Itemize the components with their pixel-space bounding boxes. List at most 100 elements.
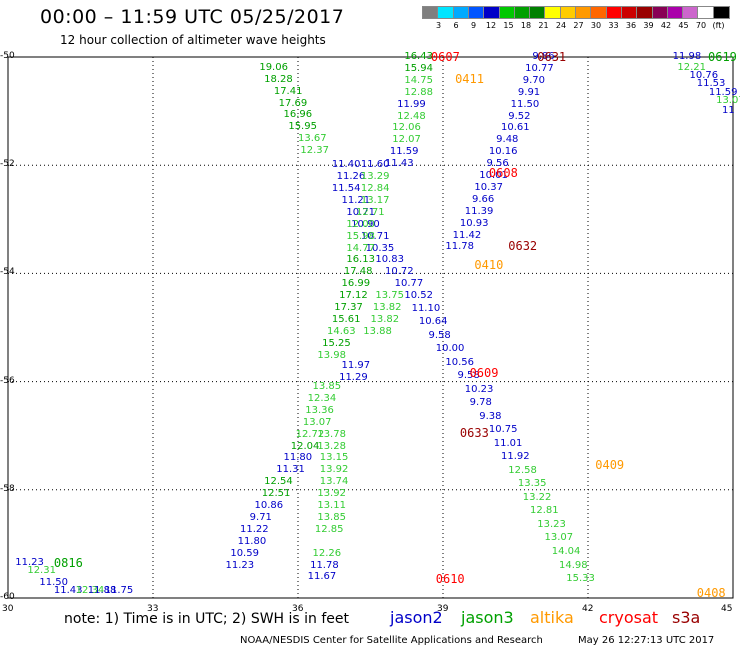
swh-value-label: 11.75 bbox=[104, 585, 134, 596]
swh-value-label: 11.99 bbox=[397, 98, 426, 110]
swh-value-label: 9.58 bbox=[457, 370, 480, 382]
swh-value-label: 12.34 bbox=[75, 585, 105, 596]
swh-value-label: 17.37 bbox=[334, 302, 363, 314]
swh-value-label: 13.07 bbox=[302, 416, 332, 428]
color-swatch bbox=[712, 6, 730, 19]
swh-value-label: 17.69 bbox=[278, 97, 308, 109]
swh-value-label: 11.50 bbox=[510, 98, 540, 110]
swh-value-label: 15.61 bbox=[331, 313, 361, 325]
lat-tick-label: -52 bbox=[0, 159, 15, 170]
swh-value-label: 13.74 bbox=[319, 476, 349, 488]
pass-id-label: 0410 bbox=[474, 258, 504, 273]
swh-value-label: 12.04 bbox=[290, 440, 320, 452]
swh-value-label: 11.43 bbox=[385, 158, 414, 170]
swh-value-label: 13.07 bbox=[544, 532, 574, 544]
swh-value-label: 11.23 bbox=[15, 556, 44, 568]
pass-id-label: 0619 bbox=[708, 50, 737, 64]
swh-value-label: 12.58 bbox=[508, 464, 537, 476]
swh-value-label: 15.33 bbox=[566, 573, 595, 585]
swh-value-label: 13.15 bbox=[319, 452, 349, 464]
swh-value-label: 11.21 bbox=[341, 194, 371, 206]
swh-value-label: 11.01 bbox=[493, 437, 523, 449]
swh-value-label: 17.12 bbox=[339, 290, 368, 302]
swh-value-label: 11.78 bbox=[310, 559, 339, 571]
pass-id-label: 0607 bbox=[430, 50, 460, 64]
pass-id-label: 0408 bbox=[696, 585, 726, 600]
swh-value-label: 11.54 bbox=[331, 183, 361, 194]
swh-value-label: 10.23 bbox=[464, 383, 494, 395]
swh-value-label: 12.31 bbox=[27, 564, 56, 576]
swh-value-label: 11.60 bbox=[360, 159, 390, 171]
color-scale-label: (ft) bbox=[712, 21, 725, 30]
swh-value-label: 13.11 bbox=[317, 500, 346, 512]
swh-value-label: 9.91 bbox=[517, 86, 541, 98]
swh-value-label: 11 bbox=[722, 105, 735, 117]
swh-value-label: 9.86 bbox=[532, 51, 555, 62]
swh-value-label: 11.78 bbox=[445, 241, 475, 253]
swh-value-label: 11.39 bbox=[464, 205, 494, 217]
swh-value-label: 11.67 bbox=[307, 571, 337, 583]
swh-value-label: 12.71 bbox=[356, 206, 385, 218]
swh-value-label: 11.97 bbox=[341, 360, 371, 372]
swh-value-label: 14.75 bbox=[404, 74, 433, 86]
color-scale-label: 27 bbox=[573, 21, 584, 30]
swh-value-label: 13.85 bbox=[312, 381, 342, 392]
swh-value-label: 10.52 bbox=[404, 290, 433, 302]
swh-value-label: 9.70 bbox=[522, 74, 546, 86]
swh-value-label: 10.93 bbox=[459, 217, 489, 229]
legend-cryosat: cryosat bbox=[599, 608, 659, 627]
swh-value-label: 10.71 bbox=[346, 206, 375, 218]
swh-value-label: 9.38 bbox=[479, 410, 502, 422]
swh-value-label: 10.64 bbox=[418, 316, 448, 328]
swh-value-label: 13.07 bbox=[716, 95, 740, 107]
swh-value-label: 13.78 bbox=[317, 428, 346, 440]
swh-value-label: 9.52 bbox=[508, 110, 531, 122]
lat-tick-label: -50 bbox=[0, 51, 15, 61]
page-title: 00:00 – 11:59 UTC 05/25/2017 bbox=[40, 6, 345, 28]
swh-value-label: 10.71 bbox=[360, 230, 390, 242]
swh-value-label: 12.81 bbox=[530, 505, 559, 517]
swh-value-label: 11.40 bbox=[331, 159, 361, 171]
swh-value-label: 13.75 bbox=[375, 290, 404, 302]
swh-value-label: 13.67 bbox=[298, 133, 327, 145]
swh-value-label: 10.56 bbox=[445, 356, 475, 368]
page-subtitle: 12 hour collection of altimeter wave hei… bbox=[60, 33, 326, 47]
swh-value-label: 12.34 bbox=[307, 392, 337, 404]
swh-value-label: 11.43 bbox=[53, 585, 83, 596]
pass-id-label: 0631 bbox=[537, 50, 567, 64]
swh-value-label: 13.85 bbox=[317, 511, 346, 523]
legend-altika: altika bbox=[530, 608, 574, 627]
color-scale-label: 9 bbox=[470, 21, 477, 30]
pass-id-label: 0411 bbox=[455, 71, 484, 86]
swh-value-label: 13.29 bbox=[360, 171, 390, 183]
swh-value-label: 11.53 bbox=[696, 78, 726, 90]
swh-value-label: 15.95 bbox=[288, 121, 317, 133]
swh-value-label: 10.59 bbox=[230, 547, 259, 559]
swh-value-label: 9.66 bbox=[472, 193, 495, 205]
pass-id-label: 0608 bbox=[488, 166, 518, 181]
pass-id-label: 0610 bbox=[435, 572, 465, 587]
swh-value-label: 11.88 bbox=[87, 585, 117, 596]
swh-value-label: 14.77 bbox=[346, 242, 375, 254]
swh-value-label: 10.61 bbox=[501, 122, 530, 134]
swh-value-label: 13.98 bbox=[317, 349, 346, 361]
swh-value-label: 14.04 bbox=[551, 546, 581, 557]
swh-value-label: 9.58 bbox=[428, 329, 451, 341]
swh-value-label: 16.43 bbox=[404, 51, 433, 62]
pass-id-label: 0609 bbox=[469, 366, 499, 381]
swh-value-label: 11.10 bbox=[411, 303, 441, 315]
swh-value-label: 10.77 bbox=[525, 62, 554, 74]
swh-value-label: 10.76 bbox=[689, 70, 719, 82]
swh-value-label: 13.36 bbox=[305, 404, 334, 416]
swh-value-label: 13.35 bbox=[517, 478, 547, 490]
color-scale-label: 30 bbox=[590, 21, 602, 30]
color-scale-label: 70 bbox=[695, 21, 707, 30]
swh-value-label: 10.00 bbox=[435, 343, 465, 355]
swh-value-label: 13.92 bbox=[319, 464, 349, 476]
swh-value-label: 11.59 bbox=[389, 146, 419, 158]
swh-value-label: 12.72 bbox=[295, 428, 325, 440]
swh-value-label: 10.86 bbox=[254, 500, 284, 512]
lon-tick-label: 33 bbox=[147, 604, 159, 614]
color-scale-label: 45 bbox=[678, 21, 689, 30]
